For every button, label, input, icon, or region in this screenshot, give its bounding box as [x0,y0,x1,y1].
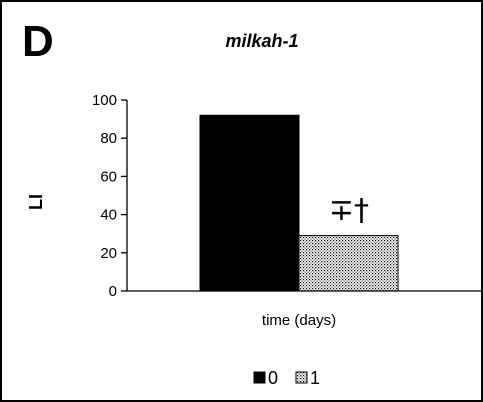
y-tick-label: 60 [100,168,117,185]
chart-title: milkah-1 [225,31,298,51]
y-tick-label: 40 [100,207,117,224]
legend-swatch-1 [295,371,308,384]
legend: 0 1 [253,368,320,388]
x-axis-label: time (days) [262,312,336,329]
significance-annotation: ∓† [329,193,369,228]
legend-label-1: 1 [310,368,320,388]
y-tick-label: 0 [109,283,117,300]
bar-series-1 [298,235,399,292]
y-tick-label: 80 [100,130,117,147]
legend-swatch-0 [253,371,266,384]
y-axis-label: LI [26,194,46,210]
y-tick-label: 20 [100,245,117,262]
bar-series-0 [199,114,300,292]
y-tick-label: 100 [92,92,117,109]
legend-label-0: 0 [268,368,278,388]
panel-label: D [22,17,54,66]
bars-group [199,114,399,292]
y-axis-ticks: 0 20 40 60 80 100 [92,92,127,300]
